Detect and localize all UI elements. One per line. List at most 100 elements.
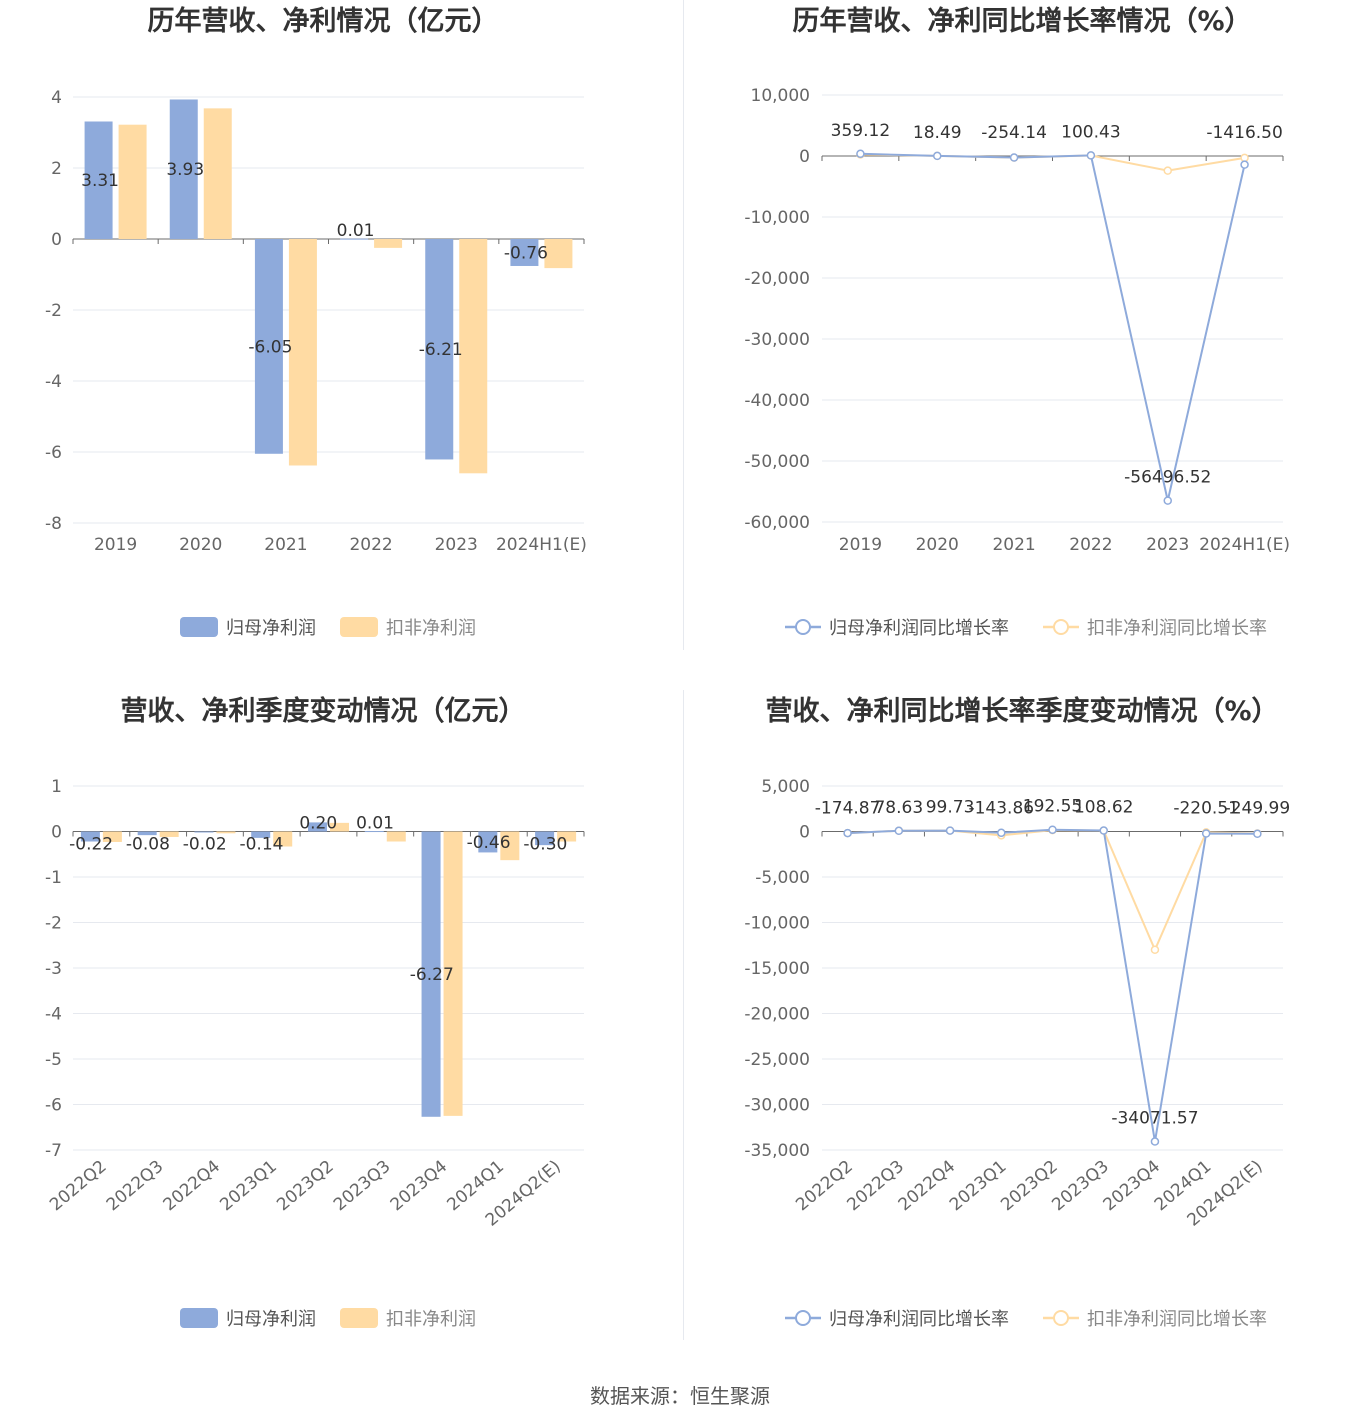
bar-secondary xyxy=(216,831,236,834)
x-tick-label: 2023Q4 xyxy=(387,1157,452,1216)
bar-secondary xyxy=(159,831,179,837)
point-secondary xyxy=(1150,945,1160,955)
data-label: -174.87 xyxy=(815,799,881,819)
line-primary xyxy=(860,152,1246,501)
legend-label-secondary: 扣非净利润同比增长率 xyxy=(1087,1309,1267,1330)
y-tick-label: -20,000 xyxy=(744,269,810,289)
legend-label-primary: 归母净利润 xyxy=(226,618,316,639)
x-tick-label: 2021 xyxy=(264,535,307,555)
point-primary xyxy=(894,826,904,836)
y-tick-label: 0 xyxy=(51,230,62,250)
data-source-note: 数据来源：恒生聚源 xyxy=(590,1384,770,1408)
x-tick-label: 2022Q3 xyxy=(844,1157,909,1216)
point-primary xyxy=(1253,829,1262,839)
data-label: -249.99 xyxy=(1225,799,1291,819)
x-tick-label: 2021 xyxy=(992,535,1035,555)
x-tick-label: 2023Q2 xyxy=(997,1157,1062,1216)
point-primary xyxy=(933,151,942,161)
bar-primary xyxy=(308,822,327,832)
legend-label-secondary: 扣非净利润同比增长率 xyxy=(1087,618,1267,639)
bar-secondary xyxy=(203,108,232,239)
x-tick-label: 2019 xyxy=(94,535,137,555)
x-tick-label: 2024H1(E) xyxy=(1199,535,1290,555)
legend-label-primary: 归母净利润同比增长率 xyxy=(829,618,1009,639)
bar-secondary xyxy=(102,831,122,842)
y-tick-label: -30,000 xyxy=(744,1096,810,1116)
bar-secondary xyxy=(374,239,403,248)
data-label: -6.21 xyxy=(419,340,463,360)
data-label: 78.63 xyxy=(874,798,923,818)
data-label: -0.14 xyxy=(239,835,283,855)
y-tick-label: -5 xyxy=(45,1050,62,1070)
data-label: -0.02 xyxy=(183,835,227,855)
data-label: -6.27 xyxy=(410,965,454,985)
y-tick-label: -20,000 xyxy=(744,1005,810,1025)
y-tick-label: -10,000 xyxy=(744,914,810,934)
x-tick-label: 2023Q2 xyxy=(273,1157,338,1216)
x-tick-label: 2022 xyxy=(1069,535,1112,555)
y-tick-label: 0 xyxy=(799,147,810,167)
y-tick-label: -8 xyxy=(45,514,62,534)
data-label: 192.55 xyxy=(1023,797,1082,817)
chart-title: 营收、净利同比增长率季度变动情况（%） xyxy=(765,695,1278,727)
x-tick-label: 2022Q2 xyxy=(792,1157,857,1216)
bar-primary xyxy=(169,99,198,239)
bar-secondary xyxy=(386,831,406,842)
legend-label-primary: 归母净利润同比增长率 xyxy=(829,1309,1009,1330)
y-tick-label: -40,000 xyxy=(744,391,810,411)
y-tick-label: -3 xyxy=(45,959,62,979)
y-tick-label: -4 xyxy=(45,372,62,392)
bar-primary xyxy=(535,831,555,846)
bar-primary xyxy=(194,831,214,833)
point-primary xyxy=(843,828,852,838)
data-label: -143.86 xyxy=(968,799,1034,819)
point-primary xyxy=(1201,829,1211,838)
chart-title: 历年营收、净利情况（亿元） xyxy=(148,5,499,37)
data-label: -34071.57 xyxy=(1111,1109,1198,1129)
chart-title: 营收、净利季度变动情况（亿元） xyxy=(121,695,526,727)
bar-secondary xyxy=(118,124,147,239)
y-tick-label: -30,000 xyxy=(744,330,810,350)
column-divider-top xyxy=(683,0,684,650)
x-tick-label: 2023Q3 xyxy=(1048,1157,1113,1216)
bar-secondary xyxy=(330,822,349,832)
bar-primary xyxy=(251,831,271,838)
point-primary xyxy=(1009,153,1019,162)
bar-secondary xyxy=(500,831,520,861)
y-tick-label: -2 xyxy=(45,301,62,321)
y-tick-label: -15,000 xyxy=(744,959,810,979)
y-tick-label: 0 xyxy=(51,823,62,843)
y-tick-label: -50,000 xyxy=(744,452,810,472)
legend-swatch-primary xyxy=(180,1308,218,1328)
quarterly-profit-chart: 营收、净利季度变动情况（亿元） 1 0 -1 -2 -3 -4 -5 -6 -7 2022Q2 202… xyxy=(0,690,680,1380)
y-tick-label: -4 xyxy=(45,1005,62,1025)
legend-label-primary: 归母净利润 xyxy=(226,1309,316,1330)
bar-primary xyxy=(364,831,384,833)
legend-marker-primary xyxy=(795,619,811,635)
x-tick-label: 2020 xyxy=(179,535,222,555)
data-label: -1416.50 xyxy=(1206,123,1282,143)
y-tick-label: -7 xyxy=(45,1141,62,1161)
data-label: -0.08 xyxy=(126,835,170,855)
data-label: 3.93 xyxy=(166,160,204,180)
data-label: 0.01 xyxy=(356,814,394,834)
x-tick-label: 2022Q4 xyxy=(895,1157,960,1216)
x-tick-label: 2019 xyxy=(839,535,882,555)
x-tick-label: 2020 xyxy=(916,535,959,555)
point-primary xyxy=(997,828,1006,838)
y-tick-label: 0 xyxy=(799,823,810,843)
y-tick-label: 5,000 xyxy=(761,777,810,797)
bar-primary xyxy=(80,831,100,842)
y-tick-label: -5,000 xyxy=(755,868,810,888)
point-primary xyxy=(1150,1137,1160,1146)
bar-primary xyxy=(510,239,539,266)
data-label: 359.12 xyxy=(831,121,890,141)
x-tick-label: 2024H1(E) xyxy=(496,535,587,555)
legend-marker-secondary xyxy=(1053,1310,1069,1326)
data-label: 99.73 xyxy=(926,798,975,818)
bar-primary xyxy=(478,831,498,853)
x-tick-label: 2023Q1 xyxy=(216,1157,281,1216)
y-tick-label: 4 xyxy=(51,88,62,108)
point-primary xyxy=(1163,496,1172,505)
x-tick-label: 2023Q4 xyxy=(1100,1157,1165,1216)
